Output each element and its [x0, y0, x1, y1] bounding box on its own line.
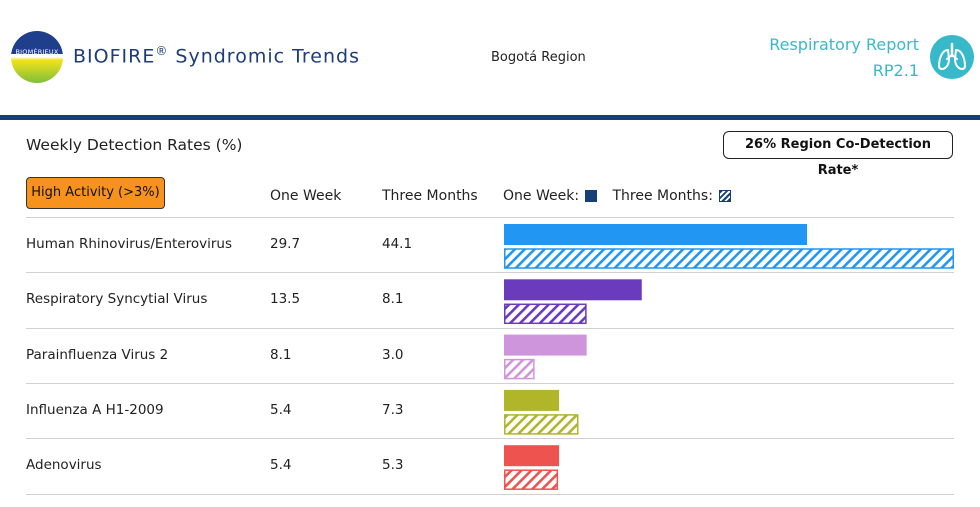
- legend-three-months-label: Three Months:: [612, 188, 713, 204]
- bar-one-week: [504, 279, 642, 301]
- table-divider: [26, 327, 954, 329]
- bar-one-week: [504, 224, 808, 245]
- brand-suffix: Syndromic Trends: [175, 45, 360, 68]
- bar-three-months: [504, 303, 587, 325]
- section-title: Weekly Detection Rates (%): [26, 136, 243, 154]
- registered-mark: ®: [155, 44, 169, 58]
- pathogen-name: Respiratory Syncytial Virus: [26, 291, 208, 308]
- one-week-value: 5.4: [270, 401, 292, 418]
- logo-text: BIOMÉRIEUX: [15, 48, 59, 56]
- three-months-value: 44.1: [382, 236, 413, 252]
- high-activity-badge: High Activity (>3%): [26, 177, 165, 209]
- brand-name: BIOFIRE: [73, 45, 156, 68]
- one-week-value: 5.4: [270, 457, 292, 474]
- table-divider: [26, 438, 954, 440]
- column-header-three-months: Three Months: [382, 188, 478, 204]
- legend-one-week-label: One Week:: [503, 188, 580, 204]
- bar-three-months: [504, 248, 954, 269]
- bar-one-week: [504, 389, 560, 411]
- header-divider: [0, 115, 980, 120]
- region-label: Bogotá Region: [491, 50, 586, 65]
- bar-three-months: [504, 358, 535, 380]
- legend-solid-swatch: [585, 190, 598, 202]
- pathogen-name: Adenovirus: [26, 457, 102, 474]
- table-divider: [26, 493, 954, 495]
- legend-one-week: One Week:: [503, 188, 598, 204]
- report-code: RP2.1: [872, 61, 919, 80]
- pathogen-name: Influenza A H1-2009: [26, 401, 164, 418]
- table-divider: [26, 382, 954, 384]
- three-months-value: 8.1: [382, 291, 404, 308]
- legend-hatch-swatch: [718, 190, 731, 202]
- biomerieux-logo: BIOMÉRIEUX: [11, 31, 63, 83]
- three-months-value: 3.0: [382, 346, 404, 363]
- bar-one-week: [504, 445, 560, 467]
- one-week-value: 13.5: [270, 291, 301, 308]
- table-divider: [26, 217, 954, 218]
- column-header-one-week: One Week: [270, 188, 342, 204]
- one-week-value: 8.1: [270, 346, 292, 363]
- brand-title: BIOFIRE® Syndromic Trends: [73, 44, 360, 67]
- pathogen-name: Parainfluenza Virus 2: [26, 346, 169, 363]
- one-week-value: 29.7: [270, 236, 301, 252]
- bar-one-week: [504, 334, 587, 356]
- bar-three-months: [504, 469, 559, 490]
- codetection-badge: 26% Region Co-Detection Rate*: [723, 131, 953, 178]
- three-months-value: 5.3: [382, 457, 404, 474]
- report-title: Respiratory Report: [769, 35, 919, 54]
- pathogen-name: Human Rhinovirus/Enterovirus: [26, 236, 232, 252]
- three-months-value: 7.3: [382, 401, 404, 418]
- report-header: BIOMÉRIEUX BIOFIRE® Syndromic Trends Bog…: [0, 0, 980, 120]
- legend-three-months: Three Months:: [612, 188, 731, 204]
- lungs-icon: [930, 35, 974, 79]
- chart-legend: One Week: Three Months:: [503, 188, 742, 204]
- table-divider: [26, 272, 954, 274]
- bar-three-months: [504, 414, 579, 435]
